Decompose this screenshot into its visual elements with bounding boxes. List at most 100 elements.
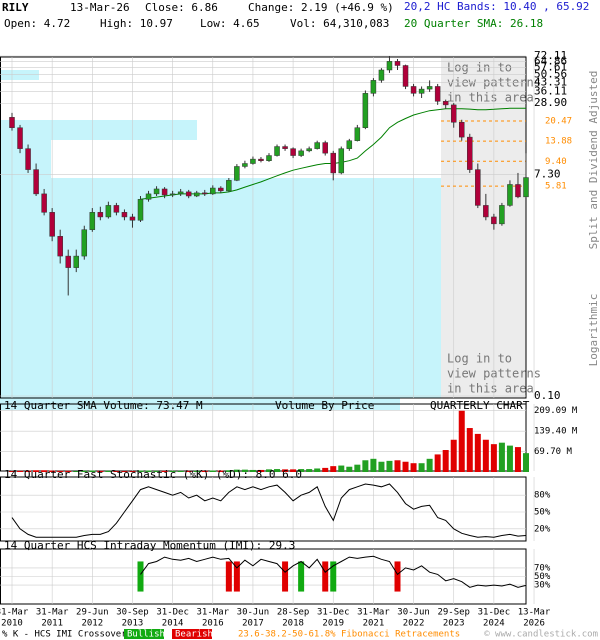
y-tick-label: 209.09 M bbox=[534, 406, 578, 416]
volume-bar bbox=[201, 470, 208, 472]
candle-body bbox=[218, 187, 224, 192]
volume-bar bbox=[25, 470, 32, 472]
pattern-note: in this area bbox=[447, 382, 534, 396]
candle-body bbox=[459, 122, 465, 138]
signal bbox=[282, 561, 289, 592]
volume-bar bbox=[145, 470, 152, 472]
y-tick-label: 30% bbox=[534, 581, 551, 591]
close: Close: 6.86 bbox=[145, 1, 218, 14]
footer-text: % K - HCS IMI Crossover, bbox=[2, 630, 132, 640]
x-tick-label: 2014 bbox=[162, 619, 184, 629]
volume-bar bbox=[394, 460, 401, 472]
volume-bar bbox=[9, 471, 15, 472]
candle-body bbox=[57, 236, 63, 257]
legend-swatch bbox=[172, 629, 212, 639]
candle-body bbox=[274, 146, 280, 156]
panel-title: 14 Quarter SMA Volume: 73.47 M bbox=[4, 399, 203, 412]
candle-body bbox=[129, 216, 136, 221]
candle-body bbox=[242, 163, 248, 167]
volume-bar bbox=[113, 471, 120, 472]
footer-text: 23.6-38.2-50-61.8% Fibonacci Retracement… bbox=[238, 630, 460, 640]
candle-body bbox=[41, 193, 47, 213]
volume-bar bbox=[185, 470, 192, 472]
volume-bar bbox=[418, 463, 425, 472]
low: Low: 4.65 bbox=[200, 17, 260, 30]
y-tick-label: 0.10 bbox=[534, 389, 561, 402]
volume-bar bbox=[249, 469, 256, 472]
y-tick-label: 139.40 M bbox=[534, 427, 578, 437]
candle-body bbox=[105, 205, 112, 218]
volume-bar bbox=[506, 445, 513, 472]
panel-note: QUARTERLY CHART bbox=[430, 399, 530, 412]
candle-body bbox=[394, 61, 401, 66]
candle-body bbox=[258, 158, 264, 161]
legend-entry: Bearish bbox=[175, 630, 213, 640]
fib-label: 13.88 bbox=[545, 137, 572, 147]
side-label: Logarithmic bbox=[587, 294, 600, 367]
oscillator-line bbox=[140, 555, 527, 588]
candle-body bbox=[266, 155, 272, 161]
y-tick-label: 36.11 bbox=[534, 85, 567, 98]
sma-label: 20 Quarter SMA: 26.18 bbox=[404, 17, 543, 30]
panel-frame bbox=[0, 56, 527, 399]
volume-bar bbox=[266, 469, 272, 472]
volume-bar bbox=[322, 467, 329, 472]
volume-bar bbox=[274, 469, 281, 472]
x-tick-label: 2016 bbox=[202, 619, 224, 629]
signal bbox=[225, 561, 232, 592]
panel-title: 14 Quarter HCS Intraday Momentum (IMI): … bbox=[4, 539, 295, 552]
volume-bar bbox=[378, 461, 385, 472]
volume-bar bbox=[57, 470, 64, 472]
candle-body bbox=[81, 229, 88, 257]
signal bbox=[298, 561, 305, 592]
candle-body bbox=[210, 187, 216, 195]
x-tick-label: 28-Sep bbox=[277, 608, 310, 618]
volume-bar bbox=[65, 470, 72, 472]
volume-bar bbox=[41, 470, 48, 472]
high: High: 10.97 bbox=[100, 17, 173, 30]
volume-bar bbox=[241, 469, 248, 472]
volume-bar bbox=[121, 471, 128, 472]
y-tick-label: 70% bbox=[534, 563, 551, 573]
y-tick-label: 72.11 bbox=[534, 49, 567, 62]
candle-body bbox=[402, 65, 409, 87]
y-tick-label: 50% bbox=[534, 572, 551, 582]
x-tick-label: 2017 bbox=[242, 619, 264, 629]
candle-body bbox=[322, 142, 328, 154]
volume-bar bbox=[105, 470, 112, 472]
x-tick-label: 31-Dec bbox=[317, 608, 350, 618]
candle-body bbox=[491, 216, 497, 225]
volume-by-price bbox=[0, 70, 441, 410]
volume-bar bbox=[33, 470, 40, 472]
volume-bar bbox=[225, 470, 232, 472]
vbp-bar bbox=[1, 120, 197, 140]
x-tick-label: 2023 bbox=[443, 619, 465, 629]
x-tick-label: 2024 bbox=[483, 619, 505, 629]
y-tick-label: 57.61 bbox=[534, 61, 567, 74]
x-tick-label: 2022 bbox=[403, 619, 425, 629]
x-tick-label: 2012 bbox=[81, 619, 103, 629]
candle-body bbox=[290, 148, 296, 156]
x-tick-label: 13-Mar bbox=[518, 608, 551, 618]
copyright: © www.candlestick.com bbox=[484, 630, 598, 640]
candle-body bbox=[338, 148, 345, 174]
volume-bar bbox=[177, 470, 184, 472]
panel-title: 14 Quarter Fast Stochastic (%K) (%D): 8.… bbox=[4, 468, 302, 481]
volume-bar bbox=[442, 450, 449, 472]
x-tick-label: 2011 bbox=[41, 619, 63, 629]
x-tick-label: 29-Sep bbox=[437, 608, 470, 618]
candle-body bbox=[499, 205, 505, 225]
candle-body bbox=[426, 86, 433, 90]
volume-bar bbox=[298, 469, 305, 472]
candle-body bbox=[450, 104, 457, 123]
volume-bar bbox=[257, 469, 264, 472]
candle-body bbox=[386, 61, 393, 71]
x-tick-label: 30-Sep bbox=[116, 608, 149, 618]
volume-bar bbox=[482, 439, 489, 472]
volume-bar bbox=[498, 442, 505, 472]
y-tick-label: 50.56 bbox=[534, 67, 567, 80]
fib-label: 5.81 bbox=[545, 182, 567, 192]
volume-bar bbox=[338, 465, 345, 472]
volume-bar bbox=[161, 470, 168, 472]
candle-body bbox=[330, 152, 336, 174]
